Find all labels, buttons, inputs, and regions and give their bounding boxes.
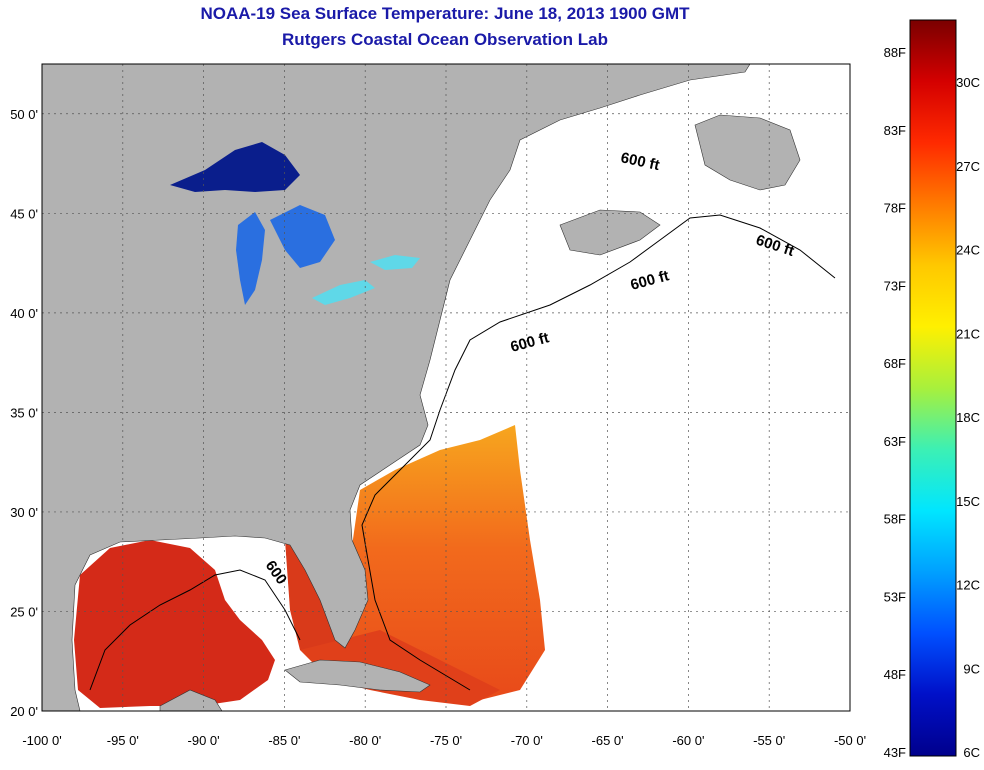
fahrenheit-tick-label: 48F <box>884 667 906 682</box>
lat-tick-label: 45 0' <box>10 206 38 221</box>
lon-tick-label: -60 0' <box>672 733 704 748</box>
fahrenheit-tick-label: 63F <box>884 434 906 449</box>
lon-tick-label: -65 0' <box>592 733 624 748</box>
colorbar <box>909 19 957 757</box>
land-cuba <box>284 659 431 693</box>
fahrenheit-tick-label: 73F <box>884 278 906 293</box>
fahrenheit-tick-label: 68F <box>884 356 906 371</box>
celsius-tick-label: 18C <box>956 410 980 425</box>
lon-tick-label: -100 0' <box>22 733 61 748</box>
celsius-tick-label: 9C <box>963 661 980 676</box>
lake-superior <box>170 142 300 192</box>
lake-michigan <box>236 212 265 305</box>
celsius-tick-label: 24C <box>956 243 980 258</box>
lon-tick-label: -50 0' <box>834 733 866 748</box>
lake-erie <box>312 280 375 305</box>
gulf-sst <box>74 540 275 708</box>
celsius-tick-label: 6C <box>963 745 980 760</box>
map-title: NOAA-19 Sea Surface Temperature: June 18… <box>200 4 690 23</box>
lon-tick-label: -55 0' <box>753 733 785 748</box>
lat-tick-label: 20 0' <box>10 704 38 719</box>
land-newfoundland <box>694 114 801 191</box>
lat-tick-label: 35 0' <box>10 405 38 420</box>
longitude-labels: -100 0' -95 0' -90 0' -85 0' -80 0' -75 0' -70… <box>22 733 866 748</box>
lon-tick-label: -95 0' <box>107 733 139 748</box>
lat-tick-label: 25 0' <box>10 604 38 619</box>
fahrenheit-tick-label: 58F <box>884 512 906 527</box>
celsius-tick-label: 27C <box>956 159 980 174</box>
caribbean-sst <box>300 630 500 706</box>
fahrenheit-tick-label: 43F <box>884 745 906 760</box>
fahrenheit-tick-label: 88F <box>884 45 906 60</box>
lon-tick-label: -75 0' <box>430 733 462 748</box>
fahrenheit-tick-label: 83F <box>884 123 906 138</box>
lat-tick-label: 30 0' <box>10 505 38 520</box>
lon-tick-label: -70 0' <box>511 733 543 748</box>
celsius-tick-label: 21C <box>956 326 980 341</box>
lake-huron <box>270 205 335 268</box>
celsius-tick-label: 12C <box>956 578 980 593</box>
lake-ontario <box>370 255 420 270</box>
contour-600ft-gulf <box>89 569 301 691</box>
fahrenheit-labels: 88F 83F 78F 73F 68F 63F 58F 53F 48F 43F <box>884 45 906 760</box>
map-subtitle: Rutgers Coastal Ocean Observation Lab <box>282 30 608 49</box>
land-nova-scotia <box>559 209 661 256</box>
map-frame <box>41 63 851 712</box>
celsius-tick-label: 30C <box>956 75 980 90</box>
lat-lon-grid <box>42 64 850 711</box>
lat-tick-label: 50 0' <box>10 107 38 122</box>
land-north-america <box>42 64 751 711</box>
fahrenheit-tick-label: 78F <box>884 201 906 216</box>
latitude-labels: 20 0' 25 0' 30 0' 35 0' 40 0' 45 0' 50 0' <box>10 107 38 719</box>
lon-tick-label: -80 0' <box>349 733 381 748</box>
lon-tick-label: -85 0' <box>268 733 300 748</box>
fahrenheit-tick-label: 53F <box>884 589 906 604</box>
lon-tick-label: -90 0' <box>188 733 220 748</box>
land-yucatan <box>159 689 223 711</box>
celsius-labels: 30C 27C 24C 21C 18C 15C 12C 9C 6C <box>956 75 980 760</box>
contour-600ft <box>361 214 836 691</box>
celsius-tick-label: 15C <box>956 494 980 509</box>
atlantic-sst-swath <box>340 425 545 700</box>
lat-tick-label: 40 0' <box>10 306 38 321</box>
